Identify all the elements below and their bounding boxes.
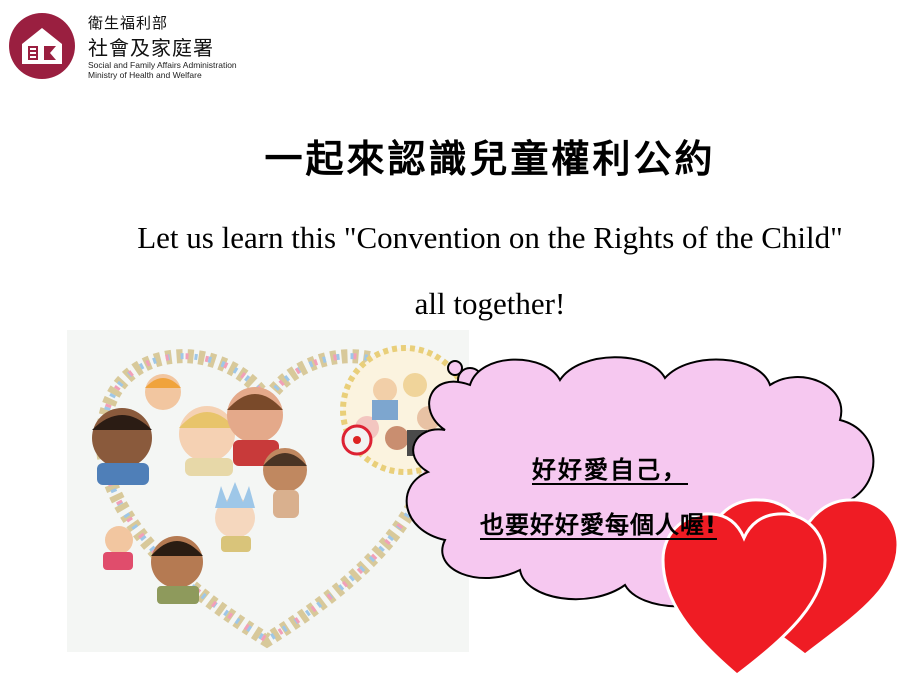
house-logo-icon <box>9 13 75 79</box>
bubble-text-line2: 也要好好愛每個人喔! <box>480 511 717 539</box>
org-name-zh-line1: 衛生福利部 <box>88 14 169 32</box>
bubble-text-line1: 好好愛自己， <box>532 456 688 484</box>
page-subtitle-en: Let us learn this "Convention on the Rig… <box>137 220 843 321</box>
page-title-zh: 一起來認識兒童權利公約 <box>264 137 716 181</box>
org-name-en-line2: Ministry of Health and Welfare <box>88 70 202 80</box>
org-logo-block: 衛生福利部 社會及家庭署 Social and Family Affairs A… <box>8 10 268 85</box>
org-name-zh-line2: 社會及家庭署 <box>88 36 214 60</box>
org-name-en-line1: Social and Family Affairs Administration <box>88 60 237 70</box>
thought-cloud-and-hearts <box>405 356 900 675</box>
